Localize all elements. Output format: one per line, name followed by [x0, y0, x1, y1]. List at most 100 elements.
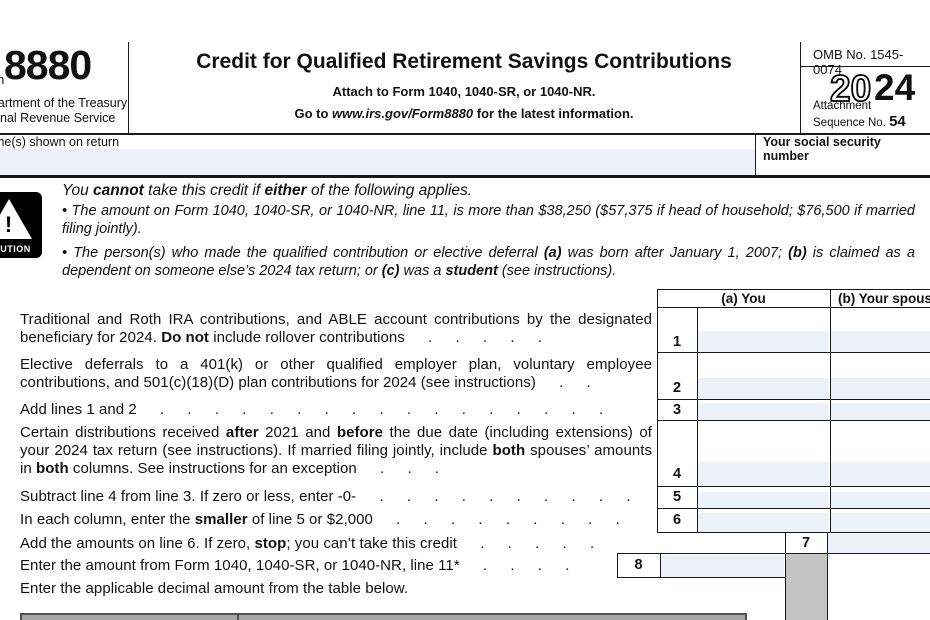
text-segment: Subtract line 4 from line 3. If zero or …	[20, 488, 357, 505]
grid-line	[617, 553, 618, 578]
text-segment: Go to	[294, 106, 333, 121]
text-segment: after	[225, 424, 259, 441]
omb-underline	[800, 66, 930, 67]
text-segment: Do not	[161, 328, 209, 346]
text-segment: . . . . . . . . . . . . . . . . .	[136, 401, 604, 418]
text-segment: was born after January 1, 2007;	[561, 245, 789, 261]
text-segment: 2021 and	[258, 424, 337, 441]
line1-text: Traditional and Roth IRA contributions, …	[20, 311, 652, 347]
text-segment: student	[445, 262, 498, 279]
omb-number: OMB No. 1545-0074	[813, 47, 904, 77]
column-header-b: (b) Your spouse	[838, 291, 930, 306]
line2-field-b[interactable]	[831, 378, 930, 399]
line1-field-a[interactable]	[698, 331, 829, 352]
text-segment: is claimed as a dependent on someone els…	[62, 245, 915, 279]
line8-number: 8	[634, 557, 643, 573]
sequence-number: 54	[889, 113, 906, 130]
sequence-label: Sequence No. 54	[813, 113, 906, 130]
caution-icon-label: CAUTION	[0, 244, 31, 254]
caution-bullet-1: • The amount on Form 1040, 1040-SR, or 1…	[62, 203, 915, 238]
text-segment: ; you can’t take this credit	[286, 535, 457, 552]
line5-number: 5	[672, 489, 682, 505]
text-segment: You	[62, 182, 94, 199]
dept-treasury-label: Department of the Treasury	[0, 96, 128, 110]
grid-line	[617, 553, 930, 554]
text-segment: • The person(s) who made the qualified c…	[62, 245, 544, 261]
line6-number: 6	[672, 512, 682, 528]
line1-field-b[interactable]	[831, 331, 930, 352]
tax-year-outline: 20	[829, 67, 872, 109]
line3-field-b[interactable]	[831, 403, 930, 420]
text-segment: . .	[535, 373, 591, 391]
goto-instruction: Go to www.irs.gov/Form8880 for the lates…	[128, 106, 800, 121]
grid-line	[657, 532, 930, 533]
text-segment: of the following applies.	[306, 182, 473, 199]
line4-field-b[interactable]	[831, 462, 930, 486]
text-segment: . . . . .	[404, 328, 542, 346]
text-segment: In each column, enter the	[20, 511, 195, 528]
caution-exclamation-icon: !	[4, 212, 13, 237]
line2-number: 2	[672, 380, 682, 396]
text-segment: Enter the amount from Form 1040, 1040-SR…	[20, 557, 460, 574]
text-segment: before	[336, 424, 384, 441]
line5-field-b[interactable]	[831, 492, 930, 508]
caution-icon: ! CAUTION	[0, 192, 42, 258]
text-segment: columns. See instructions for an excepti…	[68, 459, 357, 477]
grid-line	[657, 508, 930, 509]
text-segment: include rollover contributions	[208, 328, 405, 346]
sequence-label-text: Sequence No.	[813, 117, 890, 129]
line7-number: 7	[801, 535, 811, 551]
text-segment: smaller	[194, 511, 248, 528]
text-segment: the due date (including extensions) of y…	[20, 424, 652, 459]
line5-text: Subtract line 4 from line 3. If zero or …	[20, 488, 660, 506]
text-segment: (c)	[381, 262, 400, 279]
text-segment: Certain distributions received	[20, 424, 226, 441]
line7-field[interactable]	[828, 534, 930, 553]
text-segment: (b)	[788, 245, 807, 261]
line8-field[interactable]	[661, 555, 784, 577]
text-segment: Add lines 1 and 2	[20, 401, 137, 418]
name-ssn-divider	[755, 133, 756, 175]
text-segment: cannot	[93, 182, 144, 199]
line6-text: In each column, enter the smaller of lin…	[20, 511, 660, 529]
grid-line	[697, 307, 698, 533]
grid-line	[827, 533, 828, 620]
line9-text: Enter the applicable decimal amount from…	[20, 580, 620, 598]
name-input[interactable]	[0, 149, 755, 175]
text-segment: either	[264, 182, 307, 199]
text-segment: of line 5 or $2,000	[247, 511, 373, 528]
form-word-label: Form	[0, 72, 4, 87]
grid-line	[657, 399, 930, 400]
text-segment: Enter the applicable decimal amount from…	[20, 580, 409, 597]
text-segment: www.irs.gov/Form8880	[332, 106, 474, 121]
grid-line	[657, 352, 930, 353]
line6-field-b[interactable]	[831, 513, 930, 532]
line5-field-a[interactable]	[698, 492, 829, 508]
tax-year-solid: 24	[874, 67, 916, 108]
line3-field-a[interactable]	[698, 403, 829, 420]
ssn-input[interactable]	[763, 150, 930, 174]
irs-label: Internal Revenue Service	[0, 111, 116, 125]
text-segment: stop	[254, 535, 287, 552]
line4-field-a[interactable]	[698, 462, 829, 486]
line6-field-a[interactable]	[698, 513, 829, 532]
tax-year-outline-text: 20	[830, 68, 871, 109]
caution-triangle-icon	[0, 199, 32, 239]
name-label: Name(s) shown on return	[0, 135, 120, 149]
line3-text: Add lines 1 and 2 . . . . . . . . . . . …	[20, 401, 652, 419]
line3-number: 3	[672, 402, 682, 418]
text-segment: . . . .	[459, 557, 570, 574]
text-segment: Elective deferrals to a 401(k) or other …	[20, 356, 652, 391]
text-segment: (see instructions).	[497, 262, 617, 279]
text-segment: (a)	[543, 245, 562, 261]
line4-text: Certain distributions received after 202…	[20, 424, 652, 477]
grid-line	[660, 553, 661, 578]
text-segment: for the latest information.	[473, 106, 634, 121]
grid-line	[657, 307, 930, 308]
text-segment: . . .	[356, 459, 440, 477]
form-number: 8880	[4, 42, 92, 88]
line2-field-a[interactable]	[698, 378, 829, 399]
grid-line	[657, 486, 930, 487]
text-segment: . . . . . . . . .	[372, 511, 620, 528]
